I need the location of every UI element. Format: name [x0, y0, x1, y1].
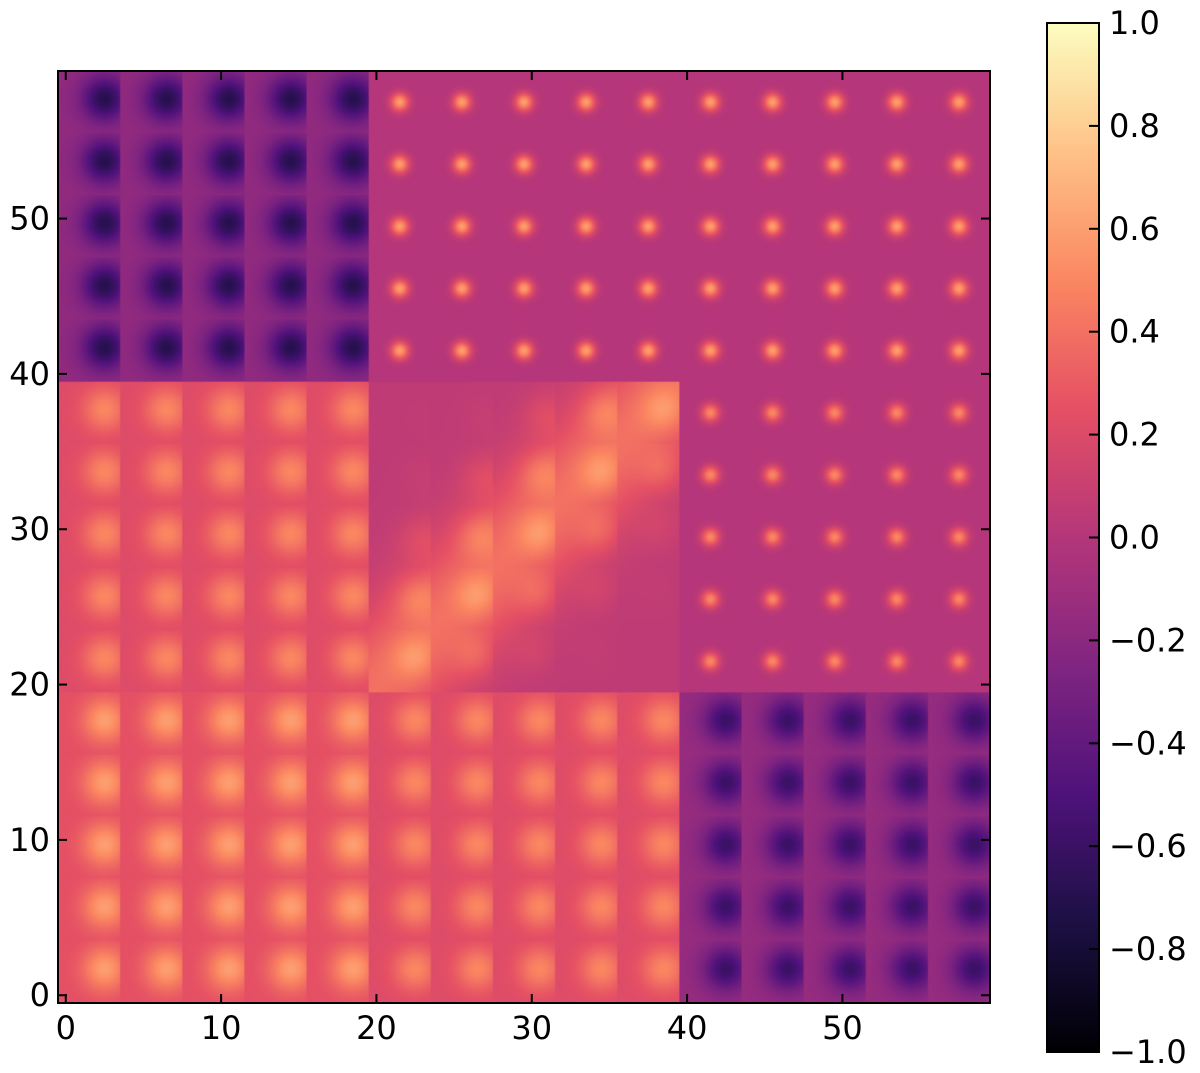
heatmap-image — [58, 71, 990, 1003]
colorbar-tick-label: 0.0 — [1109, 519, 1160, 557]
x-tick-label: 20 — [356, 1009, 397, 1047]
colorbar-tick-label: −0.6 — [1109, 827, 1187, 865]
y-tick-label: 50 — [9, 200, 50, 238]
heatmap-axes-frame — [57, 70, 991, 1004]
y-tick-label: 40 — [9, 355, 50, 393]
colorbar-tick-label: −0.4 — [1109, 724, 1187, 762]
colorbar-tick-label: 0.4 — [1109, 313, 1160, 351]
x-tick-label: 30 — [511, 1009, 552, 1047]
colorbar-tick-label: −0.8 — [1109, 930, 1187, 968]
colorbar-tick-label: −1.0 — [1109, 1033, 1187, 1071]
colorbar-tick-label: 0.8 — [1109, 107, 1160, 145]
colorbar-tick-label: 1.0 — [1109, 4, 1160, 42]
heatmap-border — [57, 70, 991, 1004]
x-tick-label: 40 — [667, 1009, 708, 1047]
colorbar-tick-label: 0.6 — [1109, 210, 1160, 248]
x-tick-label: 50 — [822, 1009, 863, 1047]
y-axis-ticks: 0 10 20 30 40 50 — [9, 200, 990, 1014]
y-tick-label: 10 — [9, 821, 50, 859]
x-tick-label: 10 — [201, 1009, 242, 1047]
colorbar-tick-label: 0.2 — [1109, 416, 1160, 454]
x-axis-ticks: 0 10 20 30 40 50 — [56, 71, 863, 1047]
colorbar-ticks: 1.0 0.8 0.6 0.4 0.2 0.0 −0.2 −0.4 −0.6 −0.8 −1.0 — [1089, 4, 1187, 1071]
y-tick-label: 20 — [9, 666, 50, 704]
y-tick-label: 30 — [9, 510, 50, 548]
colorbar-tick-label: −0.2 — [1109, 621, 1187, 659]
y-tick-label: 0 — [30, 976, 50, 1014]
x-tick-label: 0 — [56, 1009, 76, 1047]
